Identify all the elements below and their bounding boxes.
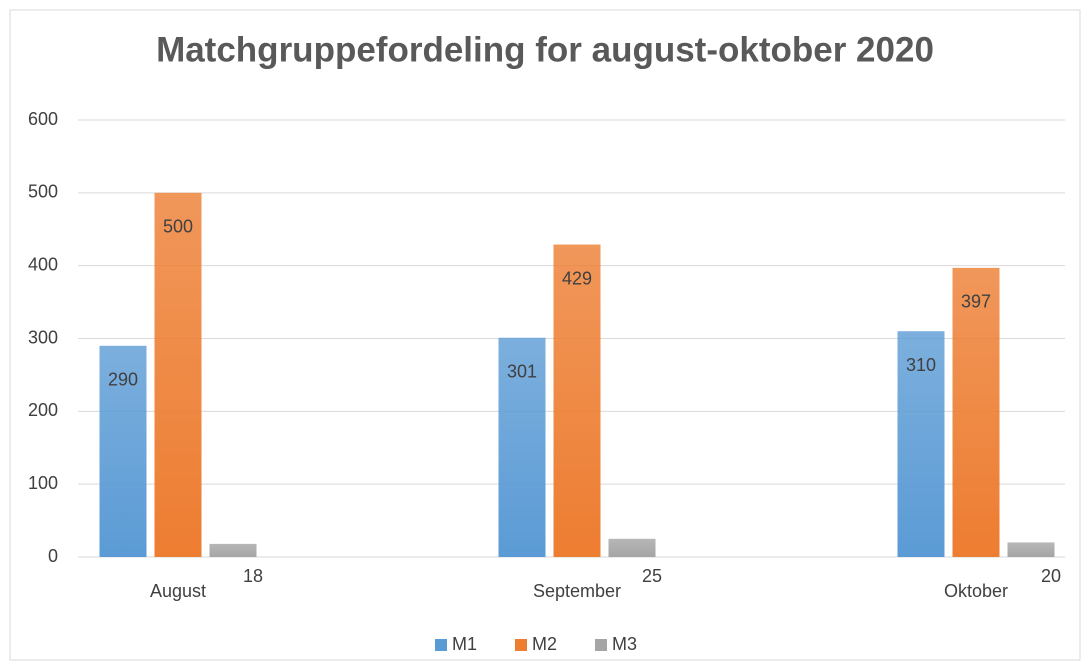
data-label: 301 <box>507 362 537 382</box>
bar <box>498 337 546 557</box>
y-tick-label: 400 <box>28 254 58 274</box>
bar <box>952 267 1000 557</box>
data-label: 310 <box>906 355 936 375</box>
bar <box>99 345 147 557</box>
y-tick-label: 300 <box>28 327 58 347</box>
legend-label: M1 <box>452 634 477 654</box>
data-label: 397 <box>961 292 991 312</box>
y-tick-label: 200 <box>28 400 58 420</box>
bar <box>897 331 945 557</box>
data-label: 429 <box>562 268 592 288</box>
x-tick-label: August <box>150 581 206 601</box>
bar <box>553 244 601 558</box>
y-tick-label: 500 <box>28 182 58 202</box>
y-tick-label: 100 <box>28 473 58 493</box>
legend-swatch <box>515 639 527 651</box>
y-tick-label: 0 <box>48 546 58 566</box>
y-tick-label: 600 <box>28 109 58 129</box>
bar <box>209 543 257 557</box>
x-tick-label: Oktober <box>944 581 1008 601</box>
data-label: 18 <box>243 566 263 586</box>
legend-label: M2 <box>532 634 557 654</box>
legend-swatch <box>595 639 607 651</box>
legend-label: M3 <box>612 634 637 654</box>
bar <box>1007 542 1055 557</box>
chart-title: Matchgruppefordeling for august-oktober … <box>156 30 934 69</box>
data-label: 500 <box>163 217 193 237</box>
legend-swatch <box>435 639 447 651</box>
x-tick-label: September <box>533 581 621 601</box>
data-label: 290 <box>108 370 138 390</box>
data-label: 20 <box>1041 566 1061 586</box>
bar <box>154 192 202 558</box>
data-label: 25 <box>642 566 662 586</box>
bar <box>608 538 656 557</box>
